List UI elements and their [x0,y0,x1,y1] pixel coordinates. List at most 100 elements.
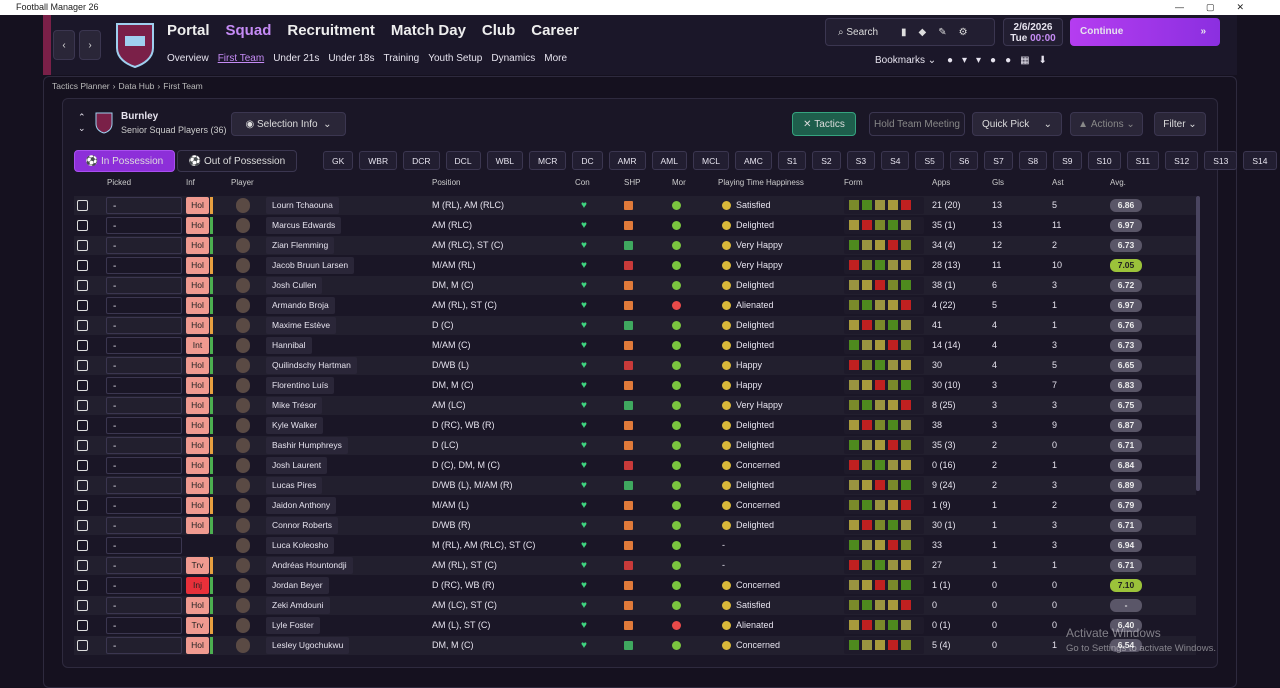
back-button[interactable]: ‹ [53,30,75,60]
sub-nav-item[interactable]: Overview [167,53,209,64]
checkbox[interactable] [77,480,88,491]
continue-button[interactable]: Continue» [1070,18,1220,46]
checkbox[interactable] [77,400,88,411]
picked-dropdown[interactable]: - [106,357,182,374]
checkbox[interactable] [77,580,88,591]
checkbox[interactable] [77,440,88,451]
checkbox[interactable] [77,540,88,551]
player-name[interactable]: Josh Laurent [266,457,328,474]
picked-dropdown[interactable]: - [106,317,182,334]
checkbox[interactable] [77,500,88,511]
nav-item[interactable]: Recruitment [287,22,375,39]
position-filter[interactable]: S13 [1204,151,1238,170]
column-header[interactable]: Player [231,178,254,187]
position-filter[interactable]: S9 [1053,151,1082,170]
column-header[interactable]: Ast [1052,178,1064,187]
column-header[interactable]: Inf [186,178,195,187]
column-header[interactable]: Playing Time Happiness [718,178,804,187]
position-filter[interactable]: AMC [734,151,772,170]
checkbox[interactable] [77,560,88,571]
player-name[interactable]: Lyle Foster [266,617,320,634]
player-name[interactable]: Josh Cullen [266,277,323,294]
player-name[interactable]: Zeki Amdouni [266,597,330,614]
player-name[interactable]: Jacob Bruun Larsen [266,257,355,274]
picked-dropdown[interactable]: - [106,597,182,614]
checkbox[interactable] [77,520,88,531]
picked-dropdown[interactable]: - [106,457,182,474]
checkbox[interactable] [77,620,88,631]
picked-dropdown[interactable]: - [106,497,182,514]
checkbox[interactable] [77,640,88,651]
sub-nav-item[interactable]: Training [383,53,420,64]
checkbox[interactable] [77,220,88,231]
picked-dropdown[interactable]: - [106,437,182,454]
picked-dropdown[interactable]: - [106,377,182,394]
column-header[interactable]: Gls [992,178,1004,187]
position-filter[interactable]: S5 [915,151,944,170]
checkbox[interactable] [77,360,88,371]
position-filter[interactable]: S3 [846,151,876,170]
picked-dropdown[interactable]: - [106,197,182,214]
checkbox[interactable] [77,340,88,351]
column-header[interactable]: Form [844,178,863,187]
checkbox[interactable] [77,200,88,211]
collapse[interactable]: ⌃ ⌄ [78,112,86,133]
nav-item[interactable]: Match Day [390,22,466,39]
position-filter[interactable]: S11 [1126,151,1160,170]
position-filter[interactable]: S8 [1018,151,1048,170]
position-filter[interactable]: S14 [1243,151,1277,170]
filter-button[interactable]: Filter ⌄ [1154,112,1206,136]
in-possession-tab[interactable]: ⚽ In Possession [74,150,175,172]
position-filter[interactable]: S2 [812,151,841,170]
position-filter[interactable]: GK [323,151,354,170]
checkbox[interactable] [77,320,88,331]
player-name[interactable]: Jordan Beyer [266,577,329,594]
picked-dropdown[interactable]: - [106,637,182,654]
sub-nav-item[interactable]: More [544,53,568,64]
player-name[interactable]: Marcus Edwards [266,217,342,234]
bookmarks[interactable]: Bookmarks ⌄ ●▾▾●●▦⬇ [875,55,1056,66]
player-name[interactable]: Armando Broja [266,297,335,314]
column-header[interactable]: Con [575,178,590,187]
player-name[interactable]: Connor Roberts [266,517,339,534]
meeting-button[interactable]: Hold Team Meeting [869,112,965,136]
forward-button[interactable]: › [79,30,101,60]
position-filter[interactable]: S1 [777,151,807,170]
player-name[interactable]: Florentino Luís [266,377,335,394]
column-header[interactable]: Picked [107,178,132,187]
column-header[interactable]: SHP [624,178,641,187]
scrollbar[interactable] [1196,196,1200,491]
player-name[interactable]: Kyle Walker [266,417,324,434]
out-possession-tab[interactable]: ⚽ Out of Possession [177,150,297,172]
picked-dropdown[interactable]: - [106,617,182,634]
player-name[interactable]: Luca Koleosho [266,537,335,554]
player-name[interactable]: Lesley Ugochukwu [266,637,350,654]
position-filter[interactable]: S6 [949,151,979,170]
sub-nav-item[interactable]: Under 18s [328,53,375,64]
selection-info[interactable]: ◉ Selection Info ⌄ [231,112,346,136]
player-name[interactable]: Maxime Estève [266,317,337,334]
search[interactable]: ⌕ Search [838,26,879,38]
picked-dropdown[interactable]: - [106,297,182,314]
player-name[interactable]: Mike Trésor [266,397,323,414]
picked-dropdown[interactable]: - [106,237,182,254]
position-filter[interactable]: S12 [1165,151,1199,170]
checkbox[interactable] [77,240,88,251]
picked-dropdown[interactable]: - [106,577,182,594]
checkbox[interactable] [77,300,88,311]
position-filter[interactable]: WBL [486,151,523,170]
picked-dropdown[interactable]: - [106,557,182,574]
checkbox[interactable] [77,420,88,431]
crumb[interactable]: Tactics Planner [52,81,110,91]
position-filter[interactable]: DCR [403,151,440,170]
player-name[interactable]: Hannibal [266,337,312,354]
sub-nav-item[interactable]: First Team [217,53,265,64]
nav-item[interactable]: Career [531,22,579,39]
picked-dropdown[interactable]: - [106,337,182,354]
picked-dropdown[interactable]: - [106,277,182,294]
checkbox[interactable] [77,280,88,291]
toolbar-icons[interactable]: ▮◆✎⚙ [901,26,980,38]
actions-button[interactable]: ▲ Actions ⌄ [1070,112,1143,136]
nav-item[interactable]: Portal [167,22,210,39]
checkbox[interactable] [77,460,88,471]
